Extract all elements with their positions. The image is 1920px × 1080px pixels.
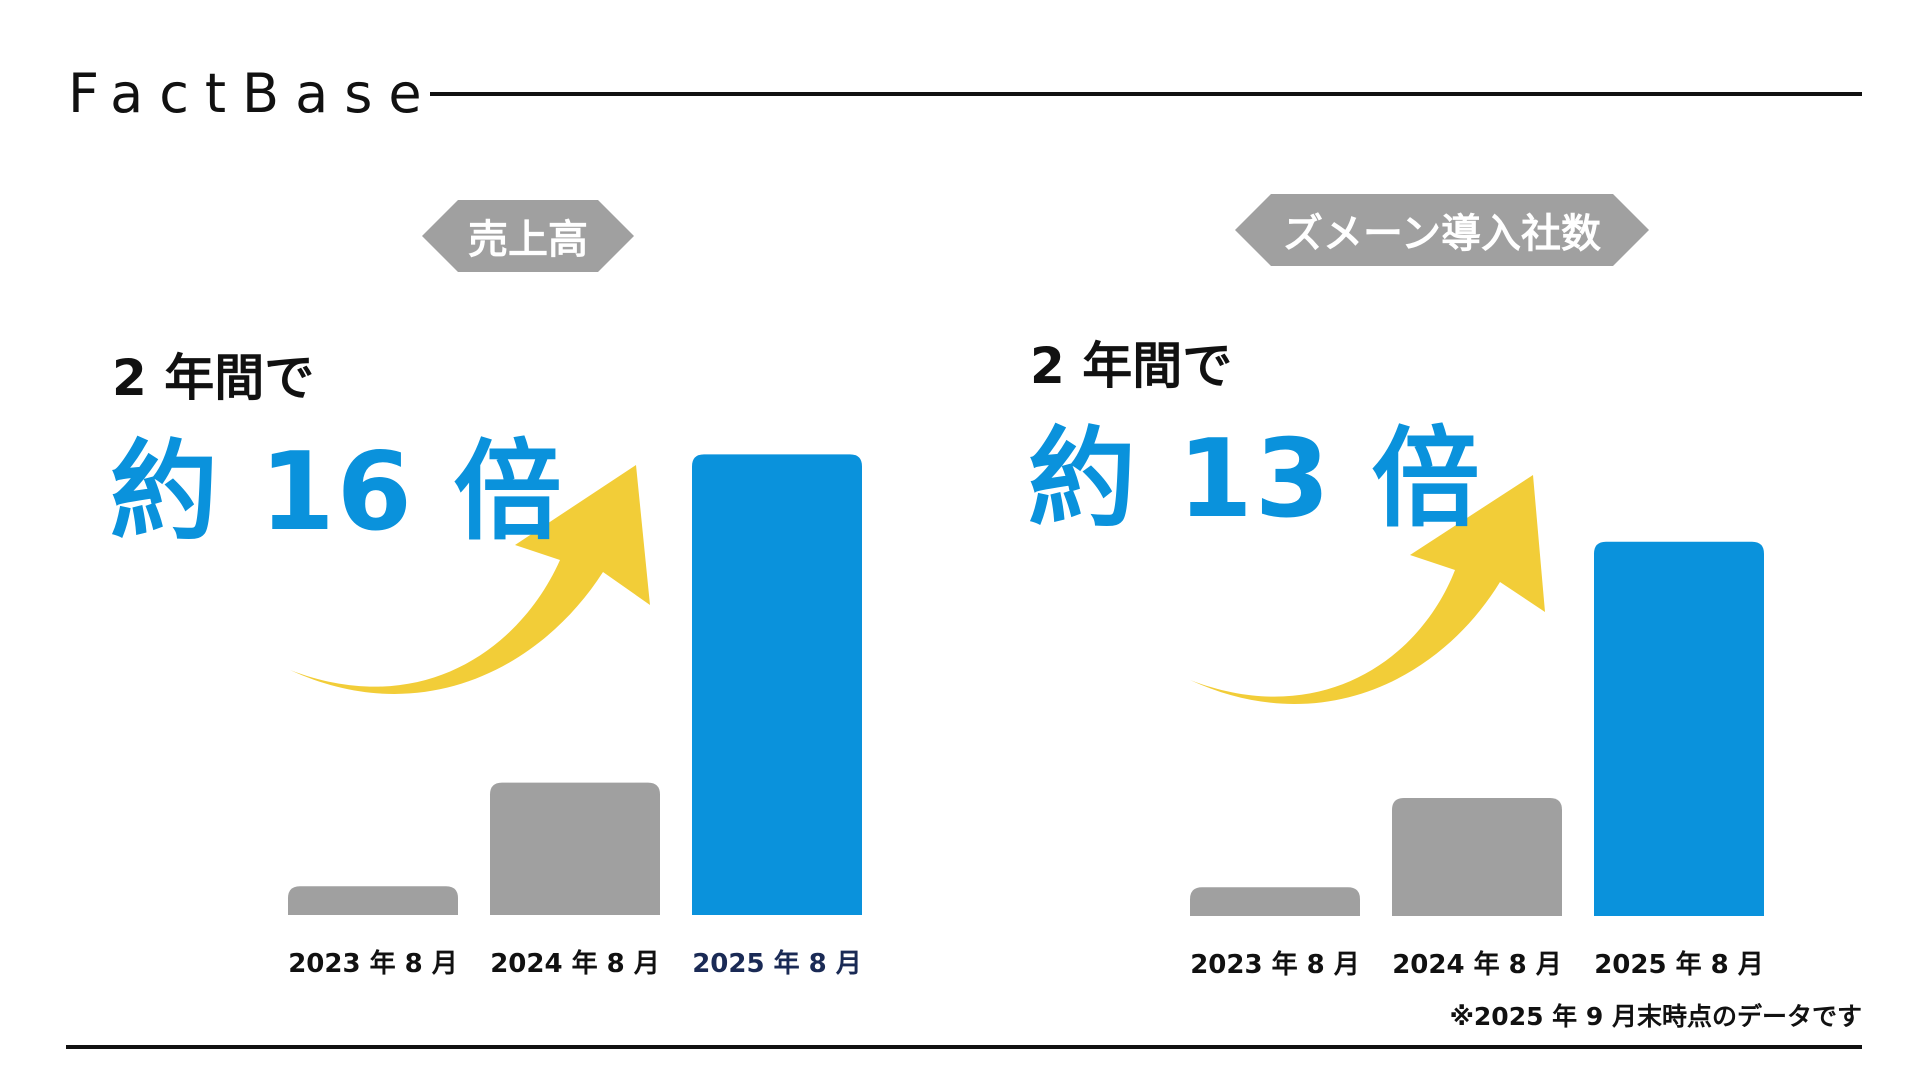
header-rule <box>430 92 1862 96</box>
metric-tag-sales: 売上高 <box>422 200 634 272</box>
trend-arrow-left <box>290 465 650 694</box>
bar-3 <box>1594 541 1764 916</box>
x-tick-label: 2025 年 8 月 <box>692 948 862 979</box>
bar-3 <box>692 454 862 915</box>
x-tick-label: 2023 年 8 月 <box>288 948 458 979</box>
x-tick-label: 2025 年 8 月 <box>1594 949 1764 980</box>
data-footnote: ※2025 年 9 月末時点のデータです <box>1449 1002 1862 1031</box>
growth-period-companies: 2 年間で <box>1030 337 1233 395</box>
bar-chart-sales: 2023 年 8 月 2024 年 8 月 2025 年 8 月 <box>288 454 862 979</box>
bar-2 <box>490 782 660 915</box>
growth-multiple-sales: 約 16 倍 <box>110 430 564 555</box>
brand-logo: FactBase <box>68 62 438 125</box>
bar-1 <box>1190 887 1360 916</box>
footer-rule <box>66 1045 1862 1049</box>
bar-2 <box>1392 797 1562 916</box>
x-tick-label: 2023 年 8 月 <box>1190 949 1360 980</box>
bar-1 <box>288 886 458 915</box>
growth-multiple-companies: 約 13 倍 <box>1028 417 1482 542</box>
trend-arrow-right <box>1190 475 1545 704</box>
x-tick-label: 2024 年 8 月 <box>490 948 660 979</box>
metric-tag-companies: ズメーン導入社数 <box>1235 194 1649 266</box>
bar-chart-companies: 2023 年 8 月 2024 年 8 月 2025 年 8 月 <box>1190 541 1764 980</box>
x-tick-label: 2024 年 8 月 <box>1392 949 1562 980</box>
growth-period-sales: 2 年間で <box>112 349 315 407</box>
